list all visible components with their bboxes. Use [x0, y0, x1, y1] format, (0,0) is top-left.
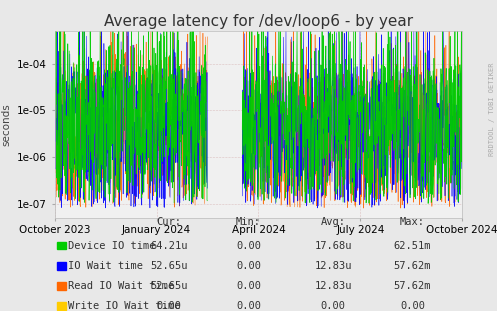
Text: 62.51m: 62.51m — [394, 241, 431, 251]
Text: Cur:: Cur: — [157, 217, 181, 227]
Text: 12.83u: 12.83u — [314, 261, 352, 271]
Text: 57.62m: 57.62m — [394, 261, 431, 271]
Text: 12.83u: 12.83u — [314, 281, 352, 291]
Text: 0.00: 0.00 — [236, 261, 261, 271]
Text: RRDTOOL / TOBI OETIKER: RRDTOOL / TOBI OETIKER — [489, 62, 495, 156]
Text: Avg:: Avg: — [321, 217, 345, 227]
Text: IO Wait time: IO Wait time — [68, 261, 143, 271]
Text: 0.00: 0.00 — [236, 301, 261, 311]
Text: 0.00: 0.00 — [321, 301, 345, 311]
Text: 0.00: 0.00 — [236, 281, 261, 291]
Text: Max:: Max: — [400, 217, 425, 227]
Text: 57.62m: 57.62m — [394, 281, 431, 291]
Text: Write IO Wait time: Write IO Wait time — [68, 301, 180, 311]
Text: Min:: Min: — [236, 217, 261, 227]
Text: 52.65u: 52.65u — [150, 261, 188, 271]
Text: 17.68u: 17.68u — [314, 241, 352, 251]
Text: 0.00: 0.00 — [157, 301, 181, 311]
Text: Read IO Wait time: Read IO Wait time — [68, 281, 174, 291]
Title: Average latency for /dev/loop6 - by year: Average latency for /dev/loop6 - by year — [104, 14, 413, 29]
Text: 0.00: 0.00 — [400, 301, 425, 311]
Text: 0.00: 0.00 — [236, 241, 261, 251]
Text: Device IO time: Device IO time — [68, 241, 156, 251]
Text: 52.65u: 52.65u — [150, 281, 188, 291]
Text: 64.21u: 64.21u — [150, 241, 188, 251]
Y-axis label: seconds: seconds — [1, 103, 11, 146]
